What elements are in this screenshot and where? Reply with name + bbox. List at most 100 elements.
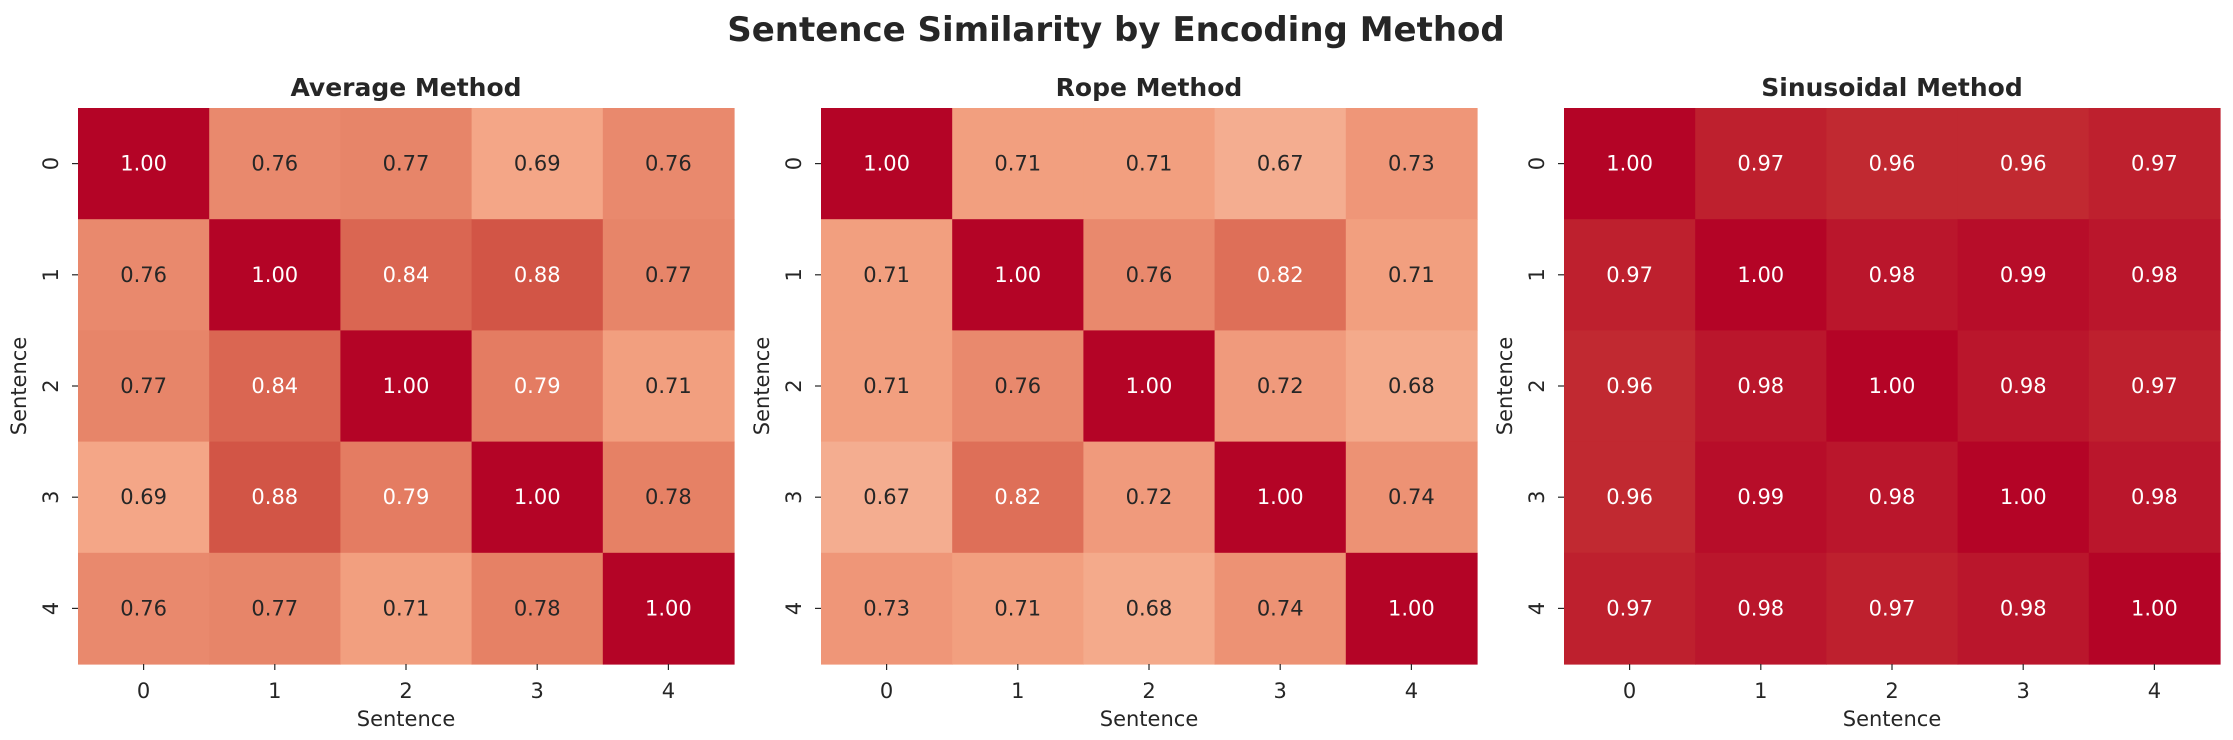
cell-annotation: 0.97 bbox=[1606, 263, 1653, 287]
heatmap-cell bbox=[1345, 108, 1478, 220]
cell-annotation: 0.76 bbox=[1126, 263, 1173, 287]
heatmap-cell bbox=[1957, 441, 2090, 554]
heatmap-cell bbox=[471, 219, 604, 331]
cell-annotation: 0.76 bbox=[120, 596, 167, 620]
y-tick-label: 0 bbox=[1525, 157, 1549, 170]
x-tick-label: 1 bbox=[268, 679, 281, 703]
x-tick-label: 4 bbox=[1405, 679, 1418, 703]
heatmap-panel: Average Method 1.00 0.76 0.77 0.69 0.76 0.76 1.… bbox=[7, 73, 735, 731]
heatmap-cell bbox=[2088, 108, 2221, 220]
cell-annotation: 0.78 bbox=[645, 485, 692, 509]
cell-annotation: 1.00 bbox=[645, 596, 692, 620]
heatmap-cell bbox=[2088, 330, 2221, 443]
cell-annotation: 0.76 bbox=[251, 152, 298, 176]
y-axis-label: Sentence bbox=[7, 337, 31, 436]
cell-annotation: 0.79 bbox=[383, 485, 430, 509]
y-axis-label: Sentence bbox=[750, 337, 774, 436]
heatmap-cell bbox=[952, 330, 1084, 443]
cell-annotation: 1.00 bbox=[1257, 485, 1304, 509]
heatmap-cell bbox=[2088, 219, 2221, 331]
heatmap-cell bbox=[209, 108, 341, 220]
heatmap-cell bbox=[78, 108, 210, 220]
heatmap-cell bbox=[1564, 441, 1696, 554]
heatmap-cell bbox=[1214, 108, 1347, 220]
x-axis-label: Sentence bbox=[1843, 707, 1942, 731]
y-tick-label: 3 bbox=[1525, 491, 1549, 504]
heatmap-cell bbox=[209, 441, 341, 554]
cell-annotation: 1.00 bbox=[120, 152, 167, 176]
cell-annotation: 0.82 bbox=[1257, 263, 1304, 287]
cell-annotation: 0.79 bbox=[514, 374, 561, 398]
heatmap-cell bbox=[1564, 219, 1696, 331]
cell-annotation: 0.71 bbox=[863, 263, 910, 287]
cell-annotation: 1.00 bbox=[2000, 485, 2047, 509]
heatmap-cell bbox=[1826, 552, 1959, 665]
cell-annotation: 1.00 bbox=[2131, 596, 2178, 620]
cell-annotation: 0.97 bbox=[1869, 596, 1916, 620]
heatmap-cell bbox=[78, 552, 210, 665]
heatmap-cell bbox=[1083, 219, 1216, 331]
cell-annotation: 0.76 bbox=[994, 374, 1041, 398]
cell-annotation: 0.99 bbox=[2000, 263, 2047, 287]
heatmap-cell bbox=[821, 108, 953, 220]
heatmap-cell bbox=[1345, 552, 1478, 665]
heatmap-cell bbox=[1957, 330, 2090, 443]
heatmap-cell bbox=[340, 441, 473, 554]
cell-annotation: 0.84 bbox=[383, 263, 430, 287]
heatmap-cell bbox=[1564, 552, 1696, 665]
heatmap-cell bbox=[1214, 330, 1347, 443]
x-tick-label: 4 bbox=[662, 679, 675, 703]
heatmap-panels: Average Method 1.00 0.76 0.77 0.69 0.76 0.76 1.… bbox=[7, 73, 2221, 731]
heatmap-cell bbox=[1695, 441, 1827, 554]
heatmap-cell bbox=[340, 552, 473, 665]
cell-annotation: 0.72 bbox=[1126, 485, 1173, 509]
heatmap-cell bbox=[1214, 219, 1347, 331]
cell-annotation: 0.98 bbox=[2131, 263, 2178, 287]
cell-annotation: 0.98 bbox=[2000, 374, 2047, 398]
cell-annotation: 0.68 bbox=[1388, 374, 1435, 398]
heatmap-cell bbox=[2088, 441, 2221, 554]
y-tick-label: 1 bbox=[782, 268, 806, 281]
y-tick-label: 2 bbox=[1525, 379, 1549, 392]
heatmap-cell bbox=[209, 330, 341, 443]
heatmap-cell bbox=[78, 441, 210, 554]
y-tick-label: 1 bbox=[39, 268, 63, 281]
cell-annotation: 0.71 bbox=[994, 596, 1041, 620]
heatmap-cell bbox=[1214, 441, 1347, 554]
y-tick-label: 4 bbox=[782, 602, 806, 615]
cell-annotation: 0.76 bbox=[645, 152, 692, 176]
heatmap-cell bbox=[340, 330, 473, 443]
heatmap-cell bbox=[602, 108, 735, 220]
heatmap-cell bbox=[952, 108, 1084, 220]
panel-title: Rope Method bbox=[1056, 73, 1243, 102]
cell-annotation: 1.00 bbox=[1388, 596, 1435, 620]
cell-annotation: 0.71 bbox=[1388, 263, 1435, 287]
cell-annotation: 0.97 bbox=[1606, 596, 1653, 620]
cell-annotation: 0.88 bbox=[251, 485, 298, 509]
x-tick-label: 0 bbox=[137, 679, 150, 703]
x-tick-label: 3 bbox=[1274, 679, 1287, 703]
cell-annotation: 0.74 bbox=[1257, 596, 1304, 620]
x-tick-label: 3 bbox=[531, 679, 544, 703]
heatmap-cell bbox=[2088, 552, 2221, 665]
cell-annotation: 0.84 bbox=[251, 374, 298, 398]
cell-annotation: 0.97 bbox=[2131, 374, 2178, 398]
cell-annotation: 0.73 bbox=[863, 596, 910, 620]
heatmap-cell bbox=[209, 219, 341, 331]
cell-annotation: 0.97 bbox=[2131, 152, 2178, 176]
heatmap-cell bbox=[952, 441, 1084, 554]
heatmap-cell bbox=[1826, 441, 1959, 554]
cell-annotation: 0.96 bbox=[2000, 152, 2047, 176]
heatmap-cell bbox=[602, 219, 735, 331]
heatmap-cell bbox=[1957, 552, 2090, 665]
x-tick-label: 2 bbox=[1142, 679, 1155, 703]
cell-annotation: 0.99 bbox=[1737, 485, 1784, 509]
x-tick-label: 1 bbox=[1754, 679, 1767, 703]
cell-annotation: 0.69 bbox=[120, 485, 167, 509]
cell-annotation: 1.00 bbox=[1869, 374, 1916, 398]
cell-annotation: 0.98 bbox=[1869, 485, 1916, 509]
cell-annotation: 0.77 bbox=[383, 152, 430, 176]
cell-annotation: 0.71 bbox=[1126, 152, 1173, 176]
cell-annotation: 0.98 bbox=[1737, 596, 1784, 620]
